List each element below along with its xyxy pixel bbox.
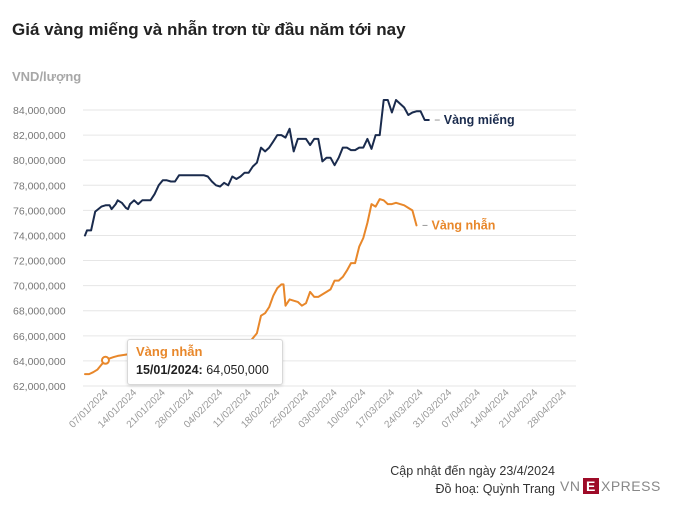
series-labels: Vàng miếng Vàng nhẫn	[422, 113, 515, 232]
y-axis-ticks: 62,000,000 64,000,000 66,000,000 68,000,000…	[13, 105, 66, 393]
y-tick-label: 62,000,000	[13, 381, 66, 393]
chart-title: Giá vàng miếng và nhẫn trơn từ đầu năm t…	[12, 20, 406, 39]
y-tick-label: 66,000,000	[13, 331, 66, 343]
series-label-vang-mieng: Vàng miếng	[444, 113, 515, 127]
tooltip-hover-point	[100, 355, 110, 365]
series-line-vang-mieng	[84, 99, 430, 237]
svg-text:E: E	[586, 478, 595, 494]
tooltip-value: 64,050,000	[206, 363, 269, 377]
svg-text:XPRESS: XPRESS	[601, 478, 661, 494]
footer: Cập nhật đến ngày 23/4/2024 Đồ hoạ: Quỳn…	[390, 462, 555, 498]
y-tick-label: 84,000,000	[13, 105, 66, 117]
vnexpress-logo[interactable]: VN E XPRESS	[560, 476, 675, 496]
y-axis-unit: VND/lượng	[12, 69, 82, 84]
series-label-vang-nhan: Vàng nhẫn	[431, 217, 495, 232]
y-tick-label: 78,000,000	[13, 180, 66, 192]
tooltip: Vàng nhẫn 15/01/2024: 64,050,000	[127, 339, 283, 385]
y-tick-label: 76,000,000	[13, 205, 66, 217]
update-note: Cập nhật đến ngày 23/4/2024	[390, 464, 555, 478]
x-axis-ticks: 07/01/202414/01/202421/01/202428/01/2024…	[67, 387, 569, 430]
y-tick-label: 74,000,000	[13, 230, 66, 242]
tooltip-value-line: 15/01/2024: 64,050,000	[136, 361, 274, 379]
y-tick-label: 72,000,000	[13, 256, 66, 268]
series-lines	[84, 99, 430, 376]
y-tick-label: 80,000,000	[13, 155, 66, 167]
tooltip-series-name: Vàng nhẫn	[136, 344, 203, 359]
svg-text:VN: VN	[560, 478, 580, 494]
y-tick-label: 64,000,000	[13, 356, 66, 368]
graphic-credit: Đồ hoạ: Quỳnh Trang	[435, 482, 555, 496]
y-tick-label: 70,000,000	[13, 281, 66, 293]
y-tick-label: 68,000,000	[13, 306, 66, 318]
y-tick-label: 82,000,000	[13, 130, 66, 142]
tooltip-date: 15/01/2024:	[136, 363, 203, 377]
